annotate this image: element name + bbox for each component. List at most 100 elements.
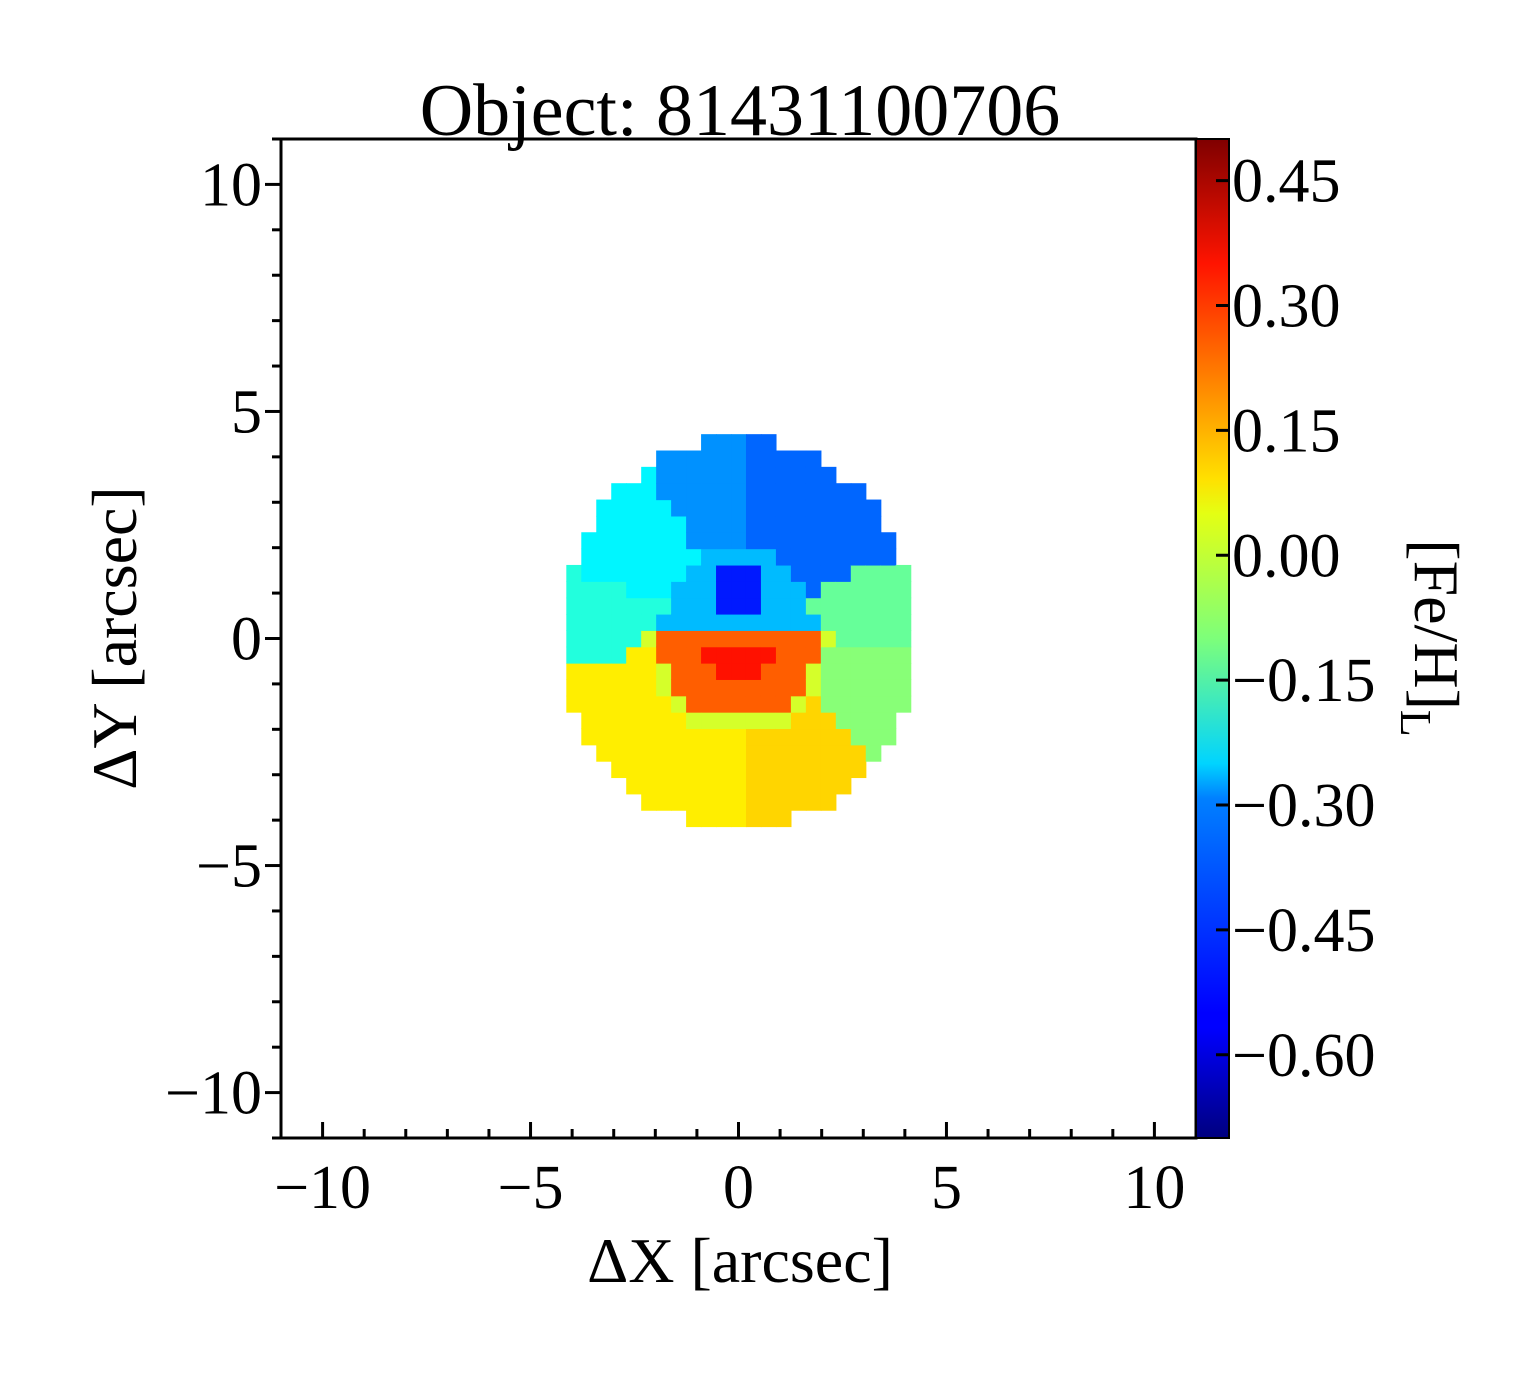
map-pixel [656,483,672,501]
map-pixel [566,597,582,615]
map-pixel [656,728,672,746]
map-pixel [805,712,822,730]
map-pixel [641,695,657,713]
map-pixel [790,450,807,468]
map-pixel [895,581,912,599]
map-pixel [835,581,852,599]
map-pixel [790,564,807,582]
map-pixel [686,663,702,680]
map-pixel [686,761,702,779]
map-pixel [656,630,672,648]
map-pixel [611,728,627,746]
map-pixel [671,597,687,615]
map-pixel [835,744,852,762]
map-pixel [880,532,897,550]
map-pixel [805,679,822,697]
map-pixel [701,532,717,550]
map-pixel [880,663,897,680]
map-pixel [671,777,687,795]
map-pixel [805,695,822,713]
map-pixel [835,712,852,730]
map-pixel [805,483,822,501]
map-pixel [716,499,732,517]
map-pixel [805,728,822,746]
colorbar-ticks: 0.45 0.30 0.15 0.00 −0.15 −0.30 −0.45 −0.60 [1216,148,1375,1090]
map-pixel [835,532,852,550]
map-pixel [626,761,642,779]
map-pixel [626,630,642,648]
map-pixel [880,728,897,746]
x-tick-label: 10 [1123,1154,1185,1222]
map-pixel [731,532,747,550]
map-pixel [790,728,807,746]
map-pixel [805,663,822,680]
map-pixel [745,483,762,501]
map-pixel [581,532,597,550]
map-pixel [775,663,792,680]
map-pixel [656,597,672,615]
map-pixel [611,515,627,533]
map-pixel [566,646,582,664]
map-pixel [775,679,792,697]
y-tick-label: 5 [231,378,262,446]
map-pixel [835,499,852,517]
x-axis-label: ΔX [arcsec] [587,1225,893,1296]
map-pixel [701,613,717,631]
map-pixel [731,466,747,484]
map-pixel [656,793,672,811]
map-pixel [581,581,597,599]
map-pixel [641,597,657,615]
map-pixel [656,499,672,517]
map-pixel [671,663,687,680]
map-pixel [760,450,777,468]
map-pixel [775,483,792,501]
map-pixel [716,466,732,484]
map-pixel [686,515,702,533]
map-pixel [626,548,642,566]
map-pixel [611,695,627,713]
map-pixel [716,532,732,550]
map-pixel [820,728,837,746]
map-pixel [656,613,672,631]
map-pixel [596,679,612,697]
map-pixel [671,728,687,746]
map-pixel [731,744,747,762]
map-pixel [701,744,717,762]
map-pixel [790,597,807,615]
map-pixel [835,761,852,779]
map-pixel [745,450,762,468]
map-pixel [760,744,777,762]
map-pixel [850,630,867,648]
map-pixel [731,793,747,811]
map-pixel [626,483,642,501]
map-pixel [895,630,912,648]
map-pixel [895,695,912,713]
map-pixel [760,613,777,631]
y-axis-label: ΔY [arcsec] [79,486,150,789]
map-pixel [596,597,612,615]
map-pixel [865,581,882,599]
map-pixel [581,597,597,615]
map-pixel [760,761,777,779]
map-pixel [895,597,912,615]
x-tick-label: 0 [723,1154,754,1222]
map-pixel [701,679,717,697]
map-pixel [596,744,612,762]
map-pixel [716,777,732,795]
map-pixel [731,712,747,730]
map-pixel [731,646,747,664]
x-tick-label: −10 [274,1154,371,1222]
map-pixel [656,564,672,582]
map-pixel [835,548,852,566]
map-pixel [731,434,747,452]
map-pixel [581,613,597,631]
map-pixel [805,761,822,779]
map-pixel [880,548,897,566]
map-pixel [701,450,717,468]
map-pixel [820,499,837,517]
map-pixel [850,712,867,730]
map-pixel [760,483,777,501]
map-pixel [716,761,732,779]
map-pixel [686,695,702,713]
